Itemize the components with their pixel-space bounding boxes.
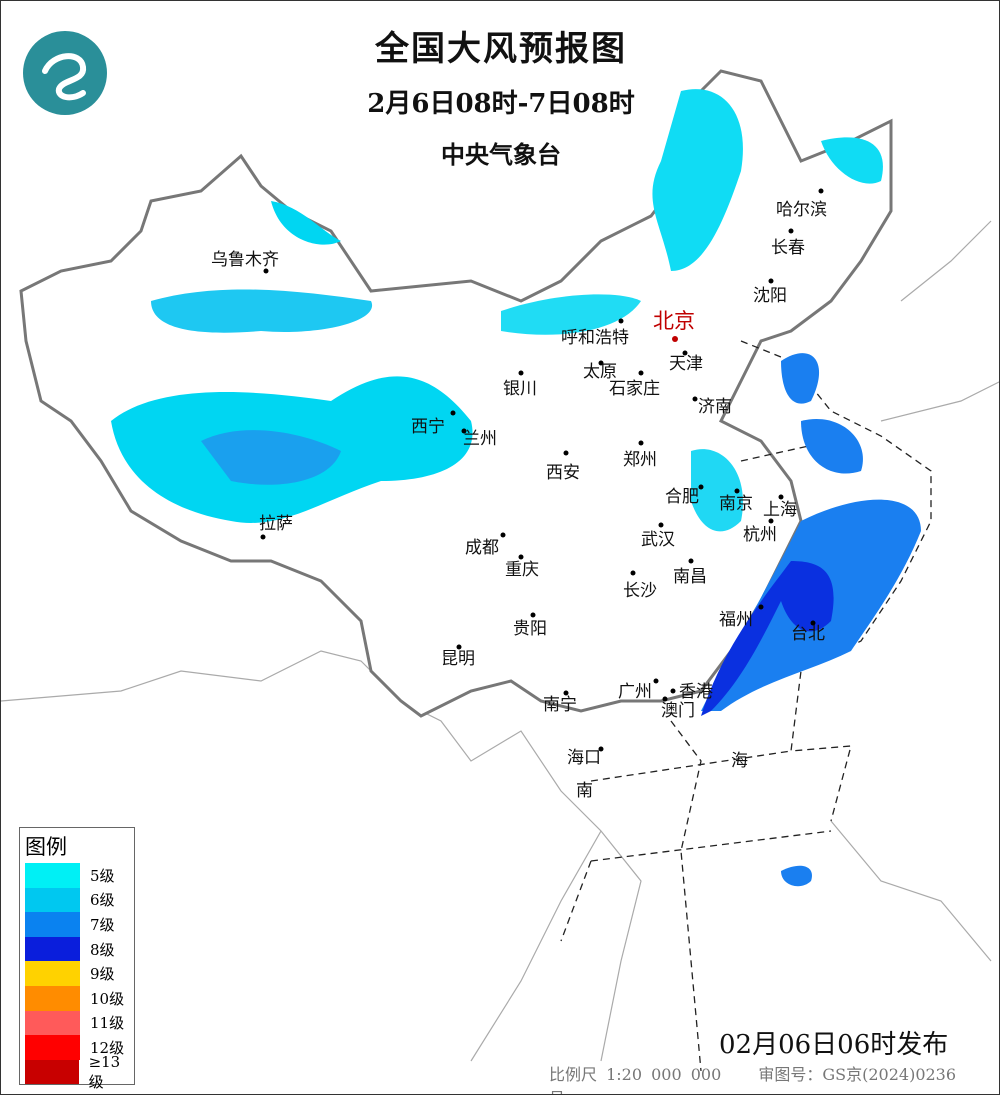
city-label: 天津 bbox=[669, 354, 703, 374]
legend-item: 12级 bbox=[20, 1035, 134, 1060]
city-label: 西安 bbox=[546, 463, 580, 483]
city-label: 杭州 bbox=[743, 525, 777, 545]
city-label: 南京 bbox=[719, 494, 753, 514]
issuer: 中央气象台 bbox=[441, 141, 561, 169]
legend-label: 9级 bbox=[90, 965, 115, 984]
legend-item: 8级 bbox=[20, 936, 134, 962]
capital-label: 北京 bbox=[653, 309, 695, 333]
legend-item: 9级 bbox=[20, 961, 134, 986]
city-label: 兰州 bbox=[463, 429, 497, 449]
city-label: 乌鲁木齐 bbox=[211, 250, 279, 270]
wind-area-5 bbox=[652, 89, 743, 271]
city-label: 上海 bbox=[763, 500, 797, 520]
city-label: 昆明 bbox=[441, 649, 475, 669]
city-label: 重庆 bbox=[505, 560, 539, 580]
legend-swatch bbox=[25, 1010, 80, 1036]
wind-area-7 bbox=[781, 353, 820, 404]
issue-time: 02月06日06时发布 bbox=[719, 1030, 949, 1060]
city-label: 西宁 bbox=[411, 417, 445, 437]
legend-swatch bbox=[25, 985, 80, 1011]
legend-swatch bbox=[25, 1035, 80, 1060]
legend-item: ≥13级 bbox=[20, 1053, 134, 1091]
city-label: 郑州 bbox=[623, 450, 657, 470]
city-label: 济南 bbox=[698, 397, 732, 417]
wind-area-5 bbox=[821, 137, 883, 184]
city-label: 石家庄 bbox=[609, 379, 660, 399]
legend-item: 7级 bbox=[20, 912, 134, 937]
legend-swatch bbox=[25, 961, 80, 986]
city-label: 海口 bbox=[567, 748, 601, 768]
map-scale: 比例尺 1:20 000 000 bbox=[549, 1065, 722, 1084]
wind-area-8 bbox=[701, 561, 834, 716]
legend-label: 12级 bbox=[90, 1038, 125, 1057]
city-label: 拉萨 bbox=[259, 514, 293, 534]
legend-item: 10级 bbox=[20, 985, 134, 1011]
legend-item: 5级 bbox=[20, 863, 134, 888]
city-labels: 乌鲁木齐 哈尔滨 长春 沈阳 北京 呼和浩特 天津 太原 石家庄 银川 济南 西… bbox=[211, 188, 827, 768]
city-label: 哈尔滨 bbox=[776, 200, 827, 220]
wind-areas bbox=[111, 89, 921, 887]
legend-item: 11级 bbox=[20, 1010, 134, 1036]
city-label: 福州 bbox=[719, 610, 753, 630]
city-label: 南昌 bbox=[673, 567, 707, 587]
city-label: 香港 bbox=[679, 682, 713, 702]
legend-label: 6级 bbox=[90, 891, 115, 910]
legend-label: ≥13级 bbox=[88, 1052, 121, 1091]
wind-area-5 bbox=[271, 201, 341, 245]
legend-swatch bbox=[25, 863, 80, 888]
legend-swatch bbox=[25, 936, 80, 962]
city-label: 南宁 bbox=[543, 695, 577, 715]
legend-item: 6级 bbox=[20, 887, 134, 913]
city-label: 成都 bbox=[465, 538, 499, 558]
forecast-period: 2月6日08时-7日08时 bbox=[367, 89, 635, 119]
legend-label: 5级 bbox=[90, 866, 115, 885]
wind-area-7 bbox=[781, 865, 812, 887]
legend-label: 8级 bbox=[90, 940, 115, 959]
cma-logo-icon bbox=[23, 31, 107, 115]
city-label: 台北 bbox=[791, 624, 825, 644]
city-label: 长春 bbox=[771, 238, 805, 258]
wind-area-7 bbox=[201, 430, 341, 485]
wind-area-5 bbox=[691, 449, 743, 532]
legend-swatch bbox=[25, 887, 80, 913]
sea-zone-lines bbox=[560, 340, 932, 1072]
city-label: 贵阳 bbox=[513, 619, 547, 639]
legend-label: 7级 bbox=[90, 915, 115, 934]
city-label: 呼和浩特 bbox=[561, 328, 629, 348]
city-label: 太原 bbox=[583, 362, 617, 382]
wind-area-7 bbox=[801, 419, 863, 474]
city-label: 广州 bbox=[618, 682, 652, 702]
city-label: 合肥 bbox=[665, 487, 699, 507]
legend-swatch bbox=[25, 912, 80, 937]
sea-label: 海 bbox=[731, 751, 748, 771]
neighbor-border bbox=[1, 220, 999, 1062]
city-label: 澳门 bbox=[661, 701, 695, 721]
map-title: 全国大风预报图 bbox=[375, 29, 627, 69]
approval-number: 审图号：GS京(2024)0236号 bbox=[549, 1065, 957, 1094]
wind-area-6 bbox=[151, 289, 373, 333]
city-label: 银川 bbox=[503, 379, 537, 399]
legend-label: 11级 bbox=[90, 1014, 125, 1033]
sea-label: 南 bbox=[576, 781, 593, 801]
city-label: 武汉 bbox=[641, 530, 675, 550]
city-label: 长沙 bbox=[623, 581, 657, 601]
wind-area-5 bbox=[501, 294, 641, 335]
legend-title: 图例 bbox=[25, 835, 67, 859]
city-label: 沈阳 bbox=[753, 286, 787, 306]
legend: 图例 5级 6级 7级 8级 9级 10级 11级 12级 ≥13级 bbox=[19, 827, 135, 1091]
legend-swatch bbox=[25, 1059, 79, 1085]
footer: 比例尺 1:20 000 000 审图号：GS京(2024)0236号 bbox=[549, 1061, 999, 1094]
legend-label: 10级 bbox=[90, 989, 125, 1008]
